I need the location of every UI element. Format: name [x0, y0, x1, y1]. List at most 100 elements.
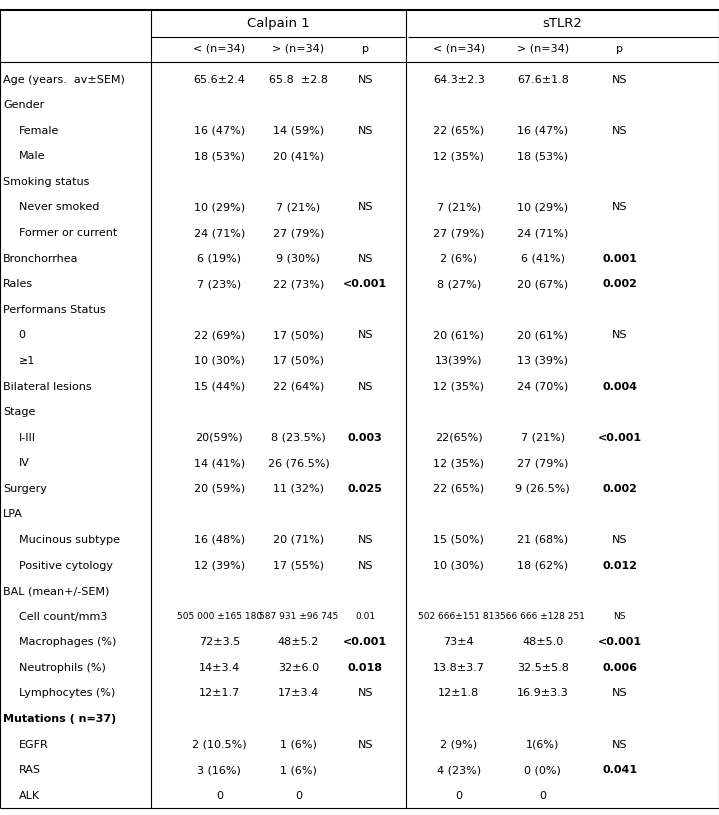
Text: 14 (41%): 14 (41%)	[193, 458, 245, 469]
Text: 1 (6%): 1 (6%)	[280, 765, 317, 775]
Text: 0: 0	[455, 791, 462, 800]
Text: 15 (50%): 15 (50%)	[434, 535, 484, 545]
Text: 6 (19%): 6 (19%)	[197, 253, 242, 263]
Text: NS: NS	[612, 739, 628, 750]
Text: 16.9±3.3: 16.9±3.3	[517, 689, 569, 698]
Text: 64.3±2.3: 64.3±2.3	[433, 75, 485, 85]
Text: 2 (10.5%): 2 (10.5%)	[192, 739, 247, 750]
Text: NS: NS	[357, 75, 373, 85]
Text: I-III: I-III	[19, 433, 36, 443]
Text: 7 (21%): 7 (21%)	[521, 433, 565, 443]
Text: ≥1: ≥1	[19, 356, 35, 366]
Text: 13.8±3.7: 13.8±3.7	[433, 663, 485, 673]
Text: 22 (65%): 22 (65%)	[433, 484, 485, 494]
Text: > (n=34): > (n=34)	[517, 44, 569, 54]
Text: Former or current: Former or current	[19, 228, 117, 238]
Text: Calpain 1: Calpain 1	[247, 17, 310, 30]
Text: 21 (68%): 21 (68%)	[517, 535, 569, 545]
Text: 505 000 ±165 180: 505 000 ±165 180	[177, 612, 262, 621]
Text: 67.6±1.8: 67.6±1.8	[517, 75, 569, 85]
Text: NS: NS	[612, 689, 628, 698]
Text: 27 (79%): 27 (79%)	[517, 458, 569, 469]
Text: 20 (59%): 20 (59%)	[193, 484, 245, 494]
Text: 7 (21%): 7 (21%)	[276, 202, 321, 213]
Text: 32±6.0: 32±6.0	[278, 663, 319, 673]
Text: 0: 0	[295, 791, 302, 800]
Text: NS: NS	[357, 689, 373, 698]
Text: 0.001: 0.001	[603, 253, 637, 263]
Text: 587 931 ±96 745: 587 931 ±96 745	[259, 612, 338, 621]
Text: NS: NS	[357, 202, 373, 213]
Text: 0.003: 0.003	[348, 433, 383, 443]
Text: Cell count/mm3: Cell count/mm3	[19, 612, 107, 622]
Text: 14 (59%): 14 (59%)	[273, 126, 324, 136]
Text: NS: NS	[612, 202, 628, 213]
Text: 0 (0%): 0 (0%)	[524, 765, 562, 775]
Text: 17 (50%): 17 (50%)	[273, 330, 324, 341]
Text: < (n=34): < (n=34)	[193, 44, 245, 54]
Text: 10 (30%): 10 (30%)	[194, 356, 244, 366]
Text: 2 (6%): 2 (6%)	[440, 253, 477, 263]
Text: RAS: RAS	[19, 765, 41, 775]
Text: 18 (53%): 18 (53%)	[518, 152, 568, 161]
Text: Neutrophils (%): Neutrophils (%)	[19, 663, 106, 673]
Text: 16 (48%): 16 (48%)	[193, 535, 245, 545]
Text: LPA: LPA	[3, 509, 23, 519]
Text: Female: Female	[19, 126, 59, 136]
Text: NS: NS	[357, 739, 373, 750]
Text: 12±1.8: 12±1.8	[438, 689, 480, 698]
Text: Never smoked: Never smoked	[19, 202, 99, 213]
Text: 18 (62%): 18 (62%)	[517, 561, 569, 570]
Text: 20 (71%): 20 (71%)	[273, 535, 324, 545]
Text: 0.012: 0.012	[603, 561, 637, 570]
Text: ALK: ALK	[19, 791, 40, 800]
Text: 32.5±5.8: 32.5±5.8	[517, 663, 569, 673]
Text: 0.025: 0.025	[348, 484, 383, 494]
Text: Positive cytology: Positive cytology	[19, 561, 113, 570]
Text: 12 (39%): 12 (39%)	[193, 561, 245, 570]
Text: <0.001: <0.001	[343, 280, 388, 289]
Text: 9 (26.5%): 9 (26.5%)	[516, 484, 570, 494]
Text: 65.6±2.4: 65.6±2.4	[193, 75, 245, 85]
Text: 566 666 ±128 251: 566 666 ±128 251	[500, 612, 585, 621]
Text: NS: NS	[612, 330, 628, 341]
Text: <0.001: <0.001	[597, 433, 642, 443]
Text: Macrophages (%): Macrophages (%)	[19, 637, 116, 647]
Text: 8 (27%): 8 (27%)	[436, 280, 481, 289]
Text: Smoking status: Smoking status	[3, 177, 89, 187]
Text: Stage: Stage	[3, 407, 35, 417]
Text: 7 (21%): 7 (21%)	[436, 202, 481, 213]
Text: 18 (53%): 18 (53%)	[194, 152, 244, 161]
Text: EGFR: EGFR	[19, 739, 48, 750]
Text: > (n=34): > (n=34)	[273, 44, 324, 54]
Text: 20 (41%): 20 (41%)	[273, 152, 324, 161]
Text: 27 (79%): 27 (79%)	[273, 228, 324, 238]
Text: 8 (23.5%): 8 (23.5%)	[271, 433, 326, 443]
Text: 24 (70%): 24 (70%)	[517, 381, 569, 391]
Text: 17 (50%): 17 (50%)	[273, 356, 324, 366]
Text: 14±3.4: 14±3.4	[198, 663, 240, 673]
Text: 48±5.0: 48±5.0	[522, 637, 564, 647]
Text: 48±5.2: 48±5.2	[278, 637, 319, 647]
Text: 20 (61%): 20 (61%)	[518, 330, 568, 341]
Text: 73±4: 73±4	[444, 637, 474, 647]
Text: 22 (73%): 22 (73%)	[273, 280, 324, 289]
Text: sTLR2: sTLR2	[543, 17, 582, 30]
Text: Lymphocytes (%): Lymphocytes (%)	[19, 689, 115, 698]
Text: Mutations ( n=37): Mutations ( n=37)	[3, 714, 116, 724]
Text: NS: NS	[612, 75, 628, 85]
Text: 22 (69%): 22 (69%)	[193, 330, 245, 341]
Text: 20 (61%): 20 (61%)	[434, 330, 484, 341]
Text: 4 (23%): 4 (23%)	[436, 765, 481, 775]
Text: 12±1.7: 12±1.7	[198, 689, 240, 698]
Text: Mucinous subtype: Mucinous subtype	[19, 535, 119, 545]
Text: p: p	[362, 44, 369, 54]
Text: 15 (44%): 15 (44%)	[193, 381, 245, 391]
Text: 13(39%): 13(39%)	[435, 356, 482, 366]
Text: 2 (9%): 2 (9%)	[440, 739, 477, 750]
Text: IV: IV	[19, 458, 29, 469]
Text: Bronchorrhea: Bronchorrhea	[3, 253, 78, 263]
Text: 24 (71%): 24 (71%)	[193, 228, 245, 238]
Text: NS: NS	[357, 535, 373, 545]
Text: 72±3.5: 72±3.5	[198, 637, 240, 647]
